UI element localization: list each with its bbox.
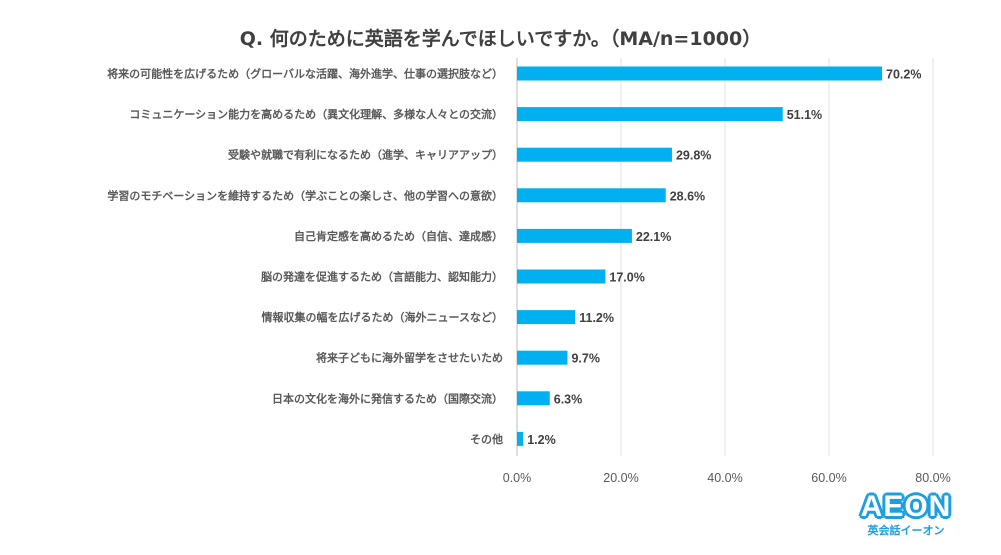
data-label: 51.1% [787, 108, 822, 122]
data-label: 22.1% [636, 230, 671, 244]
data-label: 70.2% [886, 68, 921, 82]
category-label: 情報収集の幅を広げるため（海外ニュースなど） [262, 310, 503, 324]
category-label: 脳の発達を促進するため（言語能力、認知能力） [261, 270, 503, 284]
data-label: 11.2% [579, 311, 614, 325]
logo-subtitle: 英会話イーオン [867, 524, 945, 537]
data-label: 6.3% [554, 392, 583, 406]
x-tick-label: 20.0% [603, 471, 638, 485]
x-tick-label: 80.0% [915, 471, 950, 485]
category-label: 自己肯定感を高めるため（自信、達成感） [294, 229, 503, 243]
x-tick-label: 60.0% [811, 471, 846, 485]
data-label: 29.8% [676, 149, 711, 163]
category-label: その他 [470, 432, 503, 446]
bar [517, 350, 568, 365]
data-label: 17.0% [609, 271, 644, 285]
bar [517, 431, 524, 446]
category-label: 受験や就職で有利になるため（進学、キャリアアップ） [228, 148, 503, 162]
bar [517, 269, 606, 284]
category-label: 将来子どもに海外留学をさせたいため [316, 351, 503, 365]
bar [517, 310, 576, 325]
chart-title: Q. 何のために英語を学んでほしいですか。（MA/n=1000） [239, 28, 762, 50]
aeon-logo: AEON 英会話イーオン [848, 490, 964, 538]
x-tick-label: 40.0% [707, 471, 742, 485]
category-label: 学習のモチベーションを維持するため（学ぶことの楽しさ、他の学習への意欲） [107, 188, 503, 202]
bar [517, 66, 883, 81]
data-label: 9.7% [571, 352, 600, 366]
category-label: 日本の文化を海外に発信するため（国際交流） [272, 391, 503, 405]
x-tick-label: 0.0% [503, 471, 532, 485]
bar [517, 228, 632, 243]
category-label: コミュニケーション能力を高めるため（異文化理解、多様な人々との交流） [129, 107, 503, 121]
bar [517, 147, 672, 162]
data-label: 28.6% [670, 189, 705, 203]
bar [517, 188, 666, 203]
category-label: 将来の可能性を広げるため（グローバルな活躍、海外進学、仕事の選択肢など） [107, 67, 503, 81]
logo-word: AEON [860, 490, 952, 523]
data-label: 1.2% [527, 433, 556, 447]
bar [517, 107, 783, 122]
bar [517, 391, 550, 406]
